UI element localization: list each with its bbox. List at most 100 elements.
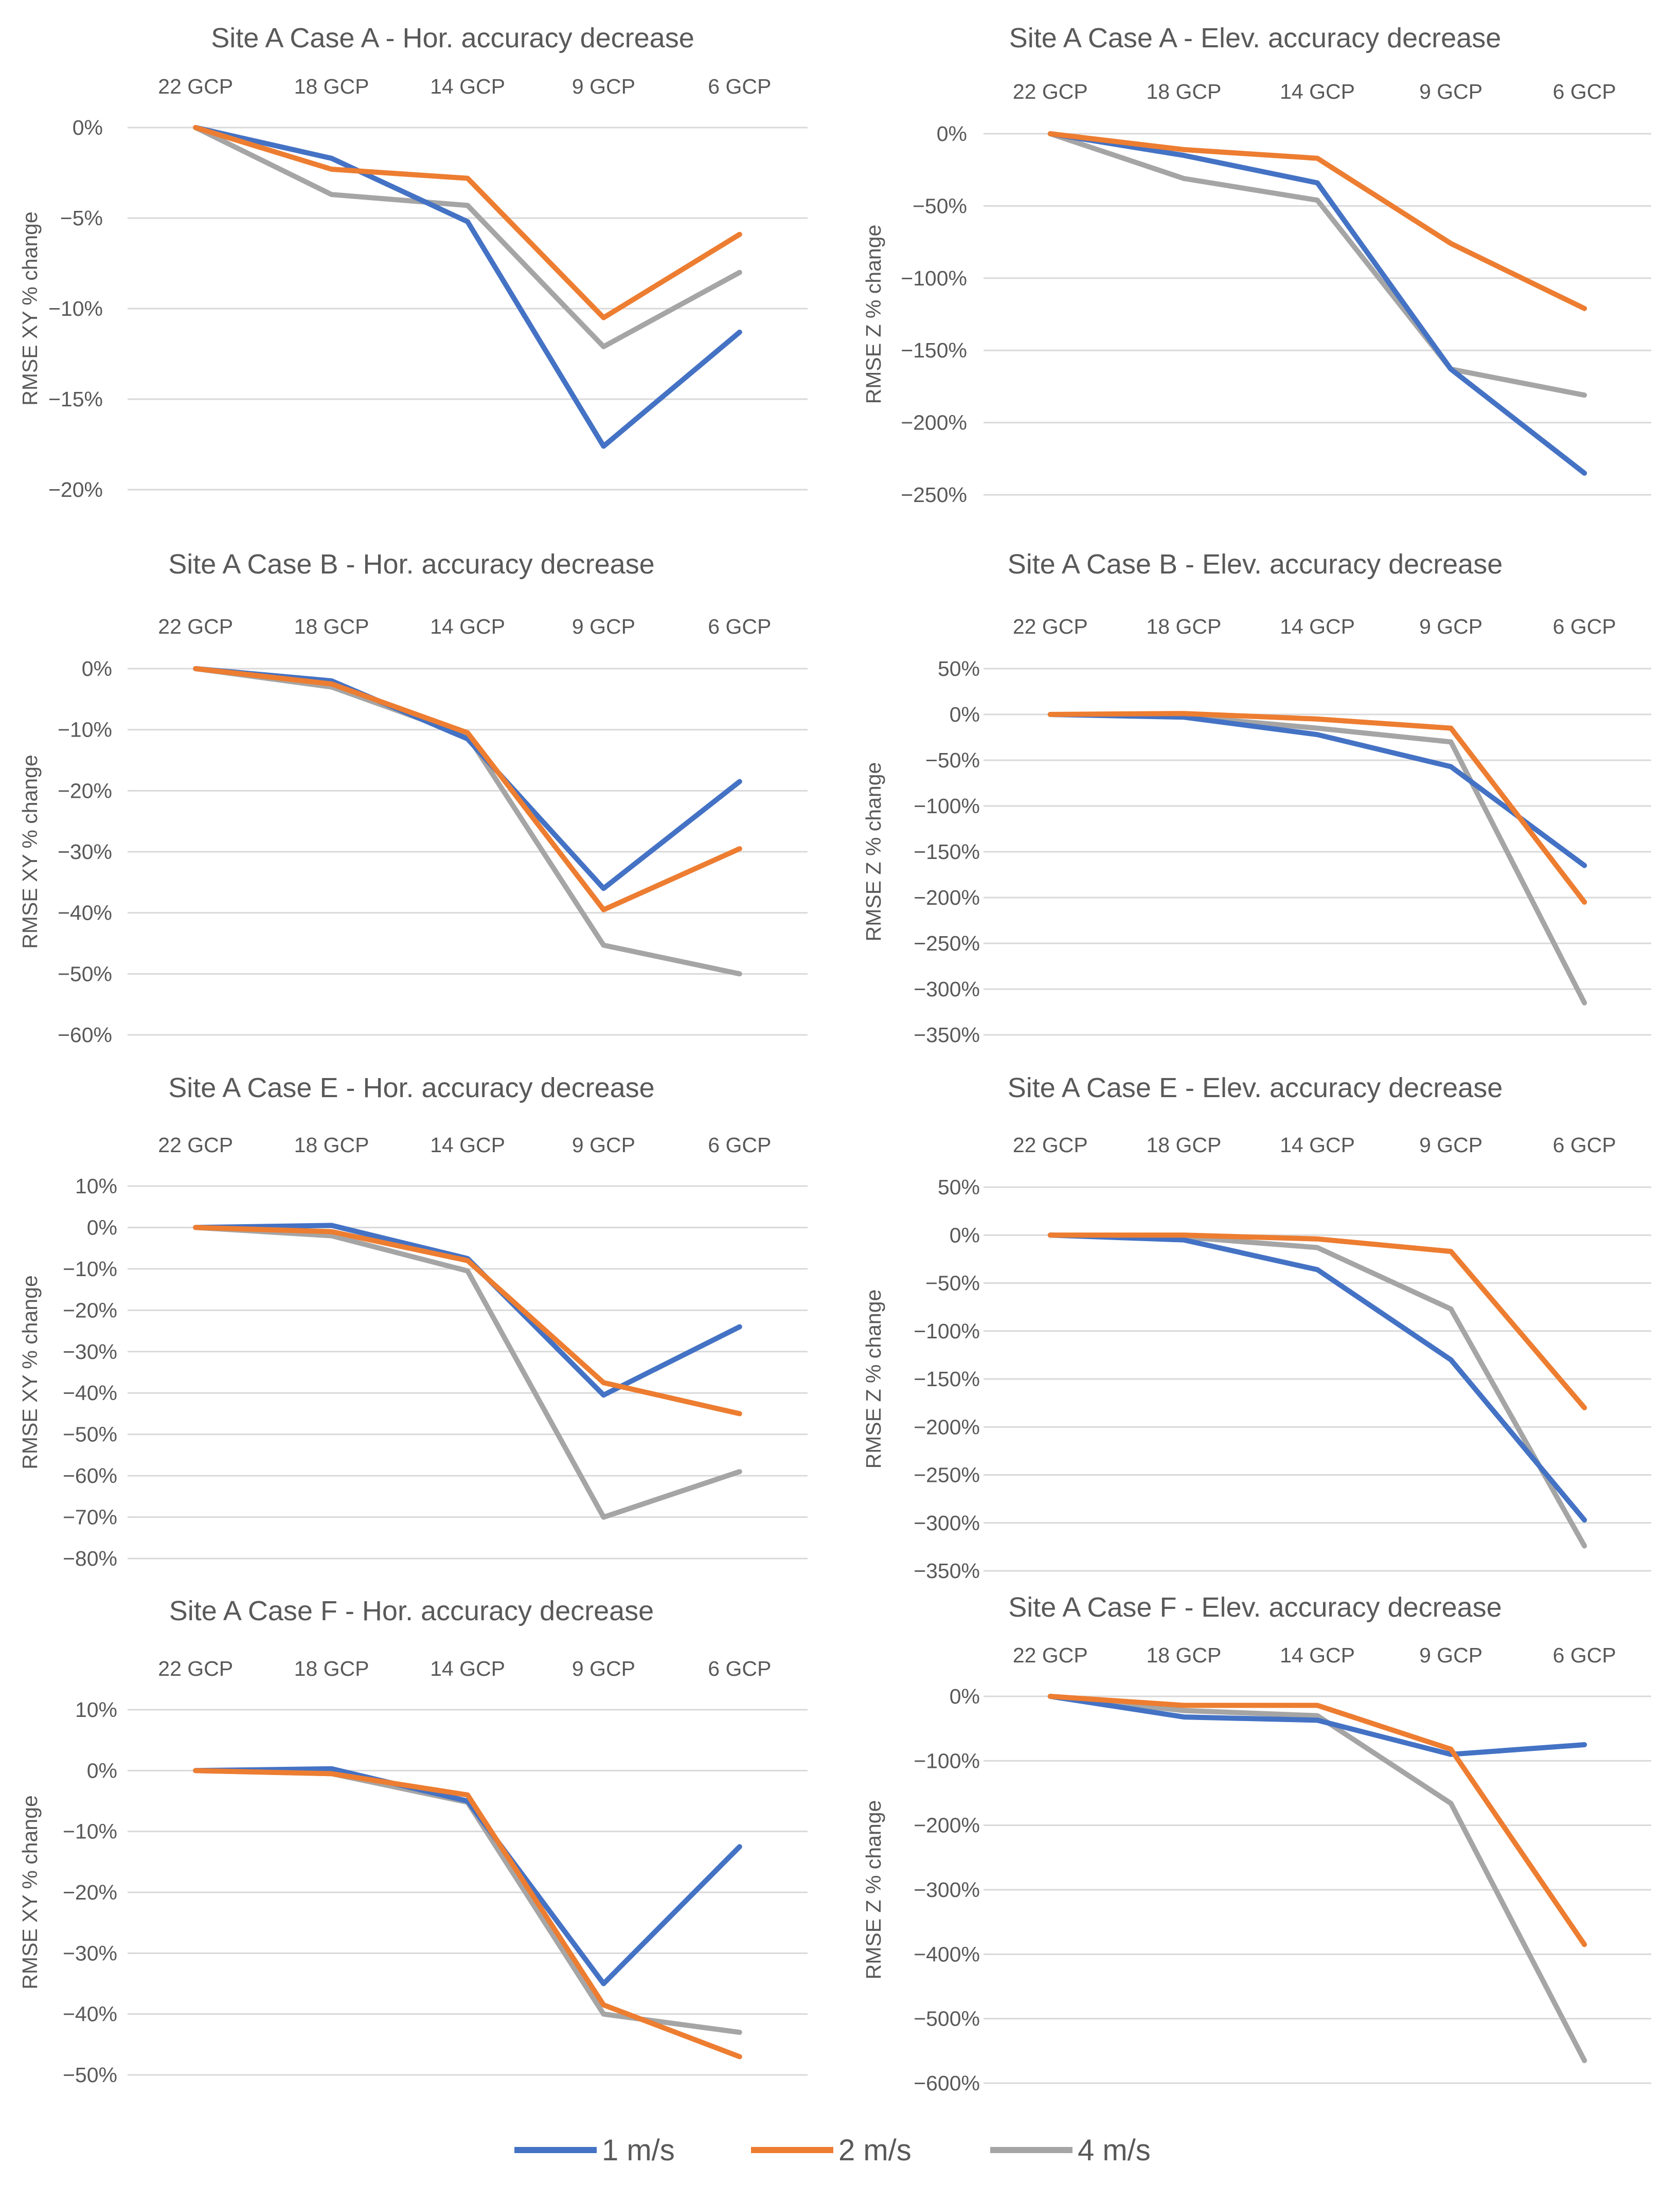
y-tick-label: 0% — [950, 1685, 980, 1708]
series-line-2ms — [1047, 1694, 1587, 1947]
series-line-1ms — [193, 1766, 742, 1986]
y-tick-label: −40% — [63, 2002, 117, 2026]
chart-legend: 1 m/s 2 m/s 4 m/s — [0, 2119, 1680, 2181]
x-category-label: 22 GCP — [158, 75, 233, 98]
x-category-label: 22 GCP — [158, 1657, 233, 1680]
y-tick-label: 0% — [937, 122, 967, 146]
series-line-2ms — [193, 125, 742, 320]
y-axis-label: RMSE XY % change — [18, 1795, 42, 1990]
x-category-label: 14 GCP — [430, 1133, 505, 1157]
y-axis-label: RMSE Z % change — [862, 1800, 885, 1980]
y-tick-label: −500% — [914, 2007, 980, 2031]
y-tick-label: −50% — [58, 962, 112, 986]
x-category-label: 18 GCP — [1146, 1643, 1221, 1667]
legend-item-1ms: 1 m/s — [514, 2129, 675, 2171]
x-category-label: 14 GCP — [430, 615, 505, 638]
chart-title: Site A Case E - Elev. accuracy decrease — [1008, 1072, 1503, 1103]
series-line-4ms — [193, 666, 742, 977]
y-axis-label: RMSE XY % change — [18, 1275, 42, 1470]
y-tick-label: −200% — [901, 411, 967, 435]
y-tick-label: −20% — [58, 779, 112, 802]
y-tick-label: 0% — [87, 1759, 117, 1782]
x-category-label: 22 GCP — [1013, 1133, 1088, 1157]
y-tick-label: 0% — [73, 116, 103, 139]
x-category-label: 14 GCP — [1280, 80, 1355, 103]
chart-title: Site A Case E - Hor. accuracy decrease — [168, 1072, 654, 1103]
y-axis-label: RMSE XY % change — [18, 211, 42, 406]
y-tick-label: −40% — [63, 1381, 117, 1405]
x-category-label: 14 GCP — [1280, 1133, 1355, 1157]
y-tick-label: 0% — [87, 1215, 117, 1239]
y-tick-label: −20% — [48, 478, 103, 502]
y-tick-label: −20% — [63, 1298, 117, 1322]
x-category-label: 22 GCP — [1013, 615, 1088, 638]
y-tick-label: −70% — [63, 1506, 117, 1529]
y-tick-label: 10% — [75, 1174, 117, 1198]
y-tick-label: −200% — [914, 1415, 980, 1439]
legend-item-2ms: 2 m/s — [751, 2129, 912, 2171]
chart-title: Site A Case F - Elev. accuracy decrease — [1008, 1592, 1502, 1623]
chart-title: Site A Case A - Elev. accuracy decrease — [1009, 23, 1502, 53]
x-category-label: 14 GCP — [1280, 615, 1355, 638]
x-category-label: 22 GCP — [158, 1133, 233, 1157]
y-tick-label: −100% — [901, 266, 967, 290]
y-tick-label: −50% — [925, 1271, 980, 1295]
chart-panel-1: Site A Case A - Hor. accuracy decrease RM… — [18, 23, 808, 502]
x-category-label: 6 GCP — [708, 75, 771, 98]
y-tick-label: −10% — [63, 1257, 117, 1281]
y-tick-label: −150% — [914, 840, 980, 864]
series-line-4ms — [1047, 1232, 1587, 1549]
y-tick-label: 50% — [938, 1175, 980, 1199]
series-line-2ms — [1047, 711, 1587, 905]
chart-panel-6: Site A Case E - Elev. accuracy decrease R… — [862, 1072, 1651, 1583]
y-tick-label: −50% — [63, 2063, 117, 2087]
y-tick-label: −150% — [914, 1367, 980, 1391]
y-tick-label: 0% — [950, 703, 980, 726]
series-line-1ms — [1047, 1232, 1587, 1523]
x-category-label: 9 GCP — [572, 1657, 635, 1680]
series-line-2ms — [1047, 1232, 1587, 1410]
x-category-label: 18 GCP — [1146, 615, 1221, 638]
chart-panel-5: Site A Case E - Hor. accuracy decrease RM… — [18, 1072, 808, 1570]
x-category-label: 6 GCP — [1553, 80, 1616, 103]
y-tick-label: −250% — [901, 483, 967, 507]
x-category-label: 14 GCP — [430, 75, 505, 98]
x-category-label: 18 GCP — [294, 1657, 369, 1680]
x-category-label: 22 GCP — [158, 615, 233, 638]
y-tick-label: −350% — [914, 1023, 980, 1047]
y-tick-label: −60% — [63, 1464, 117, 1488]
y-tick-label: −100% — [914, 1319, 980, 1343]
y-tick-label: −50% — [913, 194, 967, 218]
x-category-label: 6 GCP — [708, 1133, 771, 1157]
y-tick-label: −30% — [63, 1340, 117, 1364]
y-axis-label: RMSE XY % change — [18, 755, 42, 949]
series-line-4ms — [193, 1225, 742, 1520]
x-category-label: 6 GCP — [1553, 1643, 1616, 1667]
x-category-label: 6 GCP — [1553, 615, 1616, 638]
series-line-4ms — [193, 125, 742, 349]
y-tick-label: −300% — [914, 1511, 980, 1535]
x-category-label: 22 GCP — [1013, 1643, 1088, 1667]
y-tick-label: −10% — [58, 718, 112, 742]
y-tick-label: −60% — [58, 1023, 112, 1047]
x-category-label: 9 GCP — [572, 1133, 635, 1157]
y-tick-label: −10% — [48, 297, 103, 320]
x-category-label: 9 GCP — [572, 615, 635, 638]
y-tick-label: −200% — [914, 1814, 980, 1837]
y-axis-label: RMSE Z % change — [862, 762, 885, 942]
chart-panel-2: Site A Case A - Elev. accuracy decrease R… — [862, 23, 1651, 507]
chart-panel-3: Site A Case B - Hor. accuracy decrease RM… — [18, 549, 808, 1047]
y-tick-label: 10% — [75, 1698, 117, 1722]
series-line-4ms — [1047, 1694, 1587, 2064]
series-line-1ms — [193, 125, 742, 449]
series-line-4ms — [1047, 131, 1587, 398]
x-category-label: 18 GCP — [1146, 80, 1221, 103]
y-tick-label: −300% — [914, 977, 980, 1001]
chart-panel-8: Site A Case F - Elev. accuracy decrease R… — [862, 1592, 1651, 2095]
x-category-label: 6 GCP — [708, 615, 771, 638]
legend-item-4ms: 4 m/s — [990, 2129, 1151, 2171]
y-tick-label: −300% — [914, 1878, 980, 1902]
y-tick-label: 50% — [938, 657, 980, 680]
y-axis-label: RMSE Z % change — [862, 225, 885, 404]
chart-title: Site A Case A - Hor. accuracy decrease — [211, 23, 694, 53]
